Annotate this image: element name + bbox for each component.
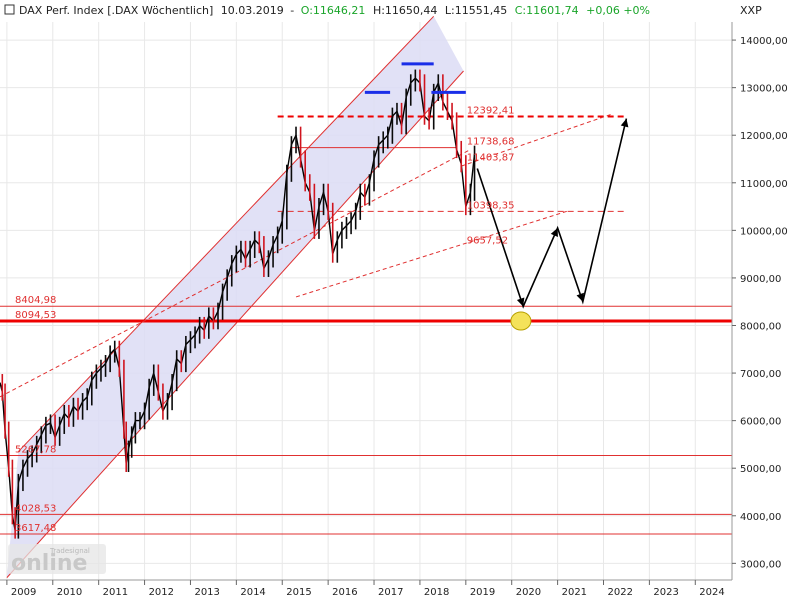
x-tick-label: 2018	[424, 587, 449, 598]
x-tick-label: 2017	[378, 587, 403, 598]
trend-channel	[6, 15, 464, 578]
y-tick-label: 14000,00	[740, 36, 788, 47]
svg-text:DAX Perf. Index [.DAX Wöchent: DAX Perf. Index [.DAX Wöchentlich] 10.03…	[19, 4, 650, 17]
x-tick-label: 2024	[699, 587, 724, 598]
header-icon	[4, 4, 15, 15]
currency-label: XXP	[740, 4, 762, 17]
trend-line	[461, 113, 613, 167]
x-tick-label: 2021	[562, 587, 587, 598]
x-tick-label: 2020	[516, 587, 541, 598]
y-tick-label: 5000,00	[740, 464, 781, 475]
y-tick-label: 7000,00	[740, 369, 781, 380]
y-tick-label: 9000,00	[740, 274, 781, 285]
level-label: 10398,35	[467, 200, 515, 211]
watermark-logo: online Tradesignal	[8, 544, 106, 576]
x-tick-label: 2015	[286, 587, 311, 598]
x-tick-label: 2011	[103, 587, 128, 598]
forecast-arrowhead	[550, 227, 558, 237]
x-tick-label: 2019	[470, 587, 495, 598]
x-tick-label: 2014	[240, 587, 265, 598]
level-label: 11738,68	[467, 137, 515, 148]
forecast-arrowhead	[576, 292, 584, 302]
instrument-name: DAX Perf. Index [.DAX Wöchentlich]	[19, 4, 213, 17]
level-label: 9657,52	[467, 236, 508, 247]
level-label: 4028,53	[15, 503, 56, 514]
forecast-arrowhead	[516, 297, 525, 307]
level-label: 11403,87	[467, 153, 515, 164]
x-tick-label: 2023	[653, 587, 678, 598]
channel-lower-line	[6, 70, 464, 578]
level-label: 8404,98	[15, 295, 56, 306]
y-tick-label: 8000,00	[740, 321, 781, 332]
channel-upper-line	[17, 15, 435, 452]
channel-fill	[6, 16, 464, 578]
y-tick-label: 11000,00	[740, 179, 788, 190]
y-tick-label: 13000,00	[740, 84, 788, 95]
y-axis-background	[732, 0, 800, 600]
trend-line	[295, 210, 567, 298]
price-change: +0,06 +0%	[586, 4, 650, 17]
y-tick-label: 6000,00	[740, 417, 781, 428]
x-tick-label: 2009	[11, 587, 36, 598]
x-tick-label: 2013	[194, 587, 219, 598]
level-label: 8094,53	[15, 310, 56, 321]
forecast-arrowhead	[620, 118, 629, 128]
level-labels: 12392,41 11738,68 11403,87 10398,35 9657,52 8…	[15, 106, 514, 534]
y-tick-label: 10000,00	[740, 226, 788, 237]
svg-text:Tradesignal: Tradesignal	[49, 547, 90, 555]
header-date: 10.03.2019	[221, 4, 284, 17]
x-tick-label: 2010	[57, 587, 82, 598]
x-tick-label: 2016	[332, 587, 357, 598]
y-tick-label: 3000,00	[740, 559, 781, 570]
x-tick-label: 2022	[607, 587, 632, 598]
x-tick-label: 2012	[149, 587, 174, 598]
trend-lines	[0, 113, 613, 398]
forecast-path	[476, 118, 629, 331]
ohlc-low: L:11551,45	[445, 4, 507, 17]
ohlc-close: C:11601,74	[515, 4, 579, 17]
level-label: 3617,48	[15, 523, 56, 534]
ohlc-high: H:11650,44	[373, 4, 437, 17]
y-tick-label: 4000,00	[740, 512, 781, 523]
ohlc-open: O:11646,21	[301, 4, 366, 17]
svg-text:online: online	[11, 551, 87, 576]
trend-line	[0, 149, 471, 398]
y-tick-label: 12000,00	[740, 131, 788, 142]
level-label: 12392,41	[467, 106, 515, 117]
support-resistance-levels	[0, 115, 732, 535]
top-markers	[364, 62, 466, 94]
level-label: 5267,78	[15, 444, 56, 455]
x-axis-background	[0, 580, 800, 600]
chart-header: DAX Perf. Index [.DAX Wöchentlich] 10.03…	[4, 4, 762, 17]
target-ellipse	[510, 311, 532, 331]
